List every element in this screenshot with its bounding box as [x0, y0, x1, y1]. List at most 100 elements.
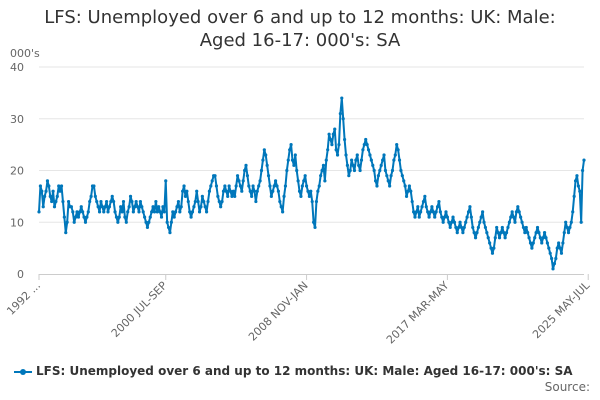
- data-point[interactable]: [100, 205, 104, 209]
- data-point[interactable]: [52, 205, 57, 209]
- data-point[interactable]: [145, 225, 150, 230]
- data-point[interactable]: [37, 210, 41, 214]
- data-point[interactable]: [330, 143, 334, 147]
- data-point[interactable]: [128, 194, 133, 198]
- data-point[interactable]: [248, 189, 252, 193]
- data-point[interactable]: [430, 205, 434, 209]
- data-point[interactable]: [171, 210, 175, 214]
- data-point[interactable]: [328, 137, 333, 142]
- data-point[interactable]: [264, 153, 268, 157]
- data-point[interactable]: [119, 205, 123, 209]
- data-point[interactable]: [224, 189, 228, 193]
- data-point[interactable]: [188, 210, 192, 214]
- data-point[interactable]: [223, 184, 227, 188]
- data-point[interactable]: [327, 132, 331, 136]
- data-point[interactable]: [342, 137, 347, 142]
- data-point[interactable]: [113, 210, 117, 214]
- data-point[interactable]: [565, 225, 569, 230]
- data-point[interactable]: [185, 189, 189, 193]
- data-point[interactable]: [200, 194, 204, 198]
- data-point[interactable]: [400, 174, 404, 178]
- data-point[interactable]: [434, 210, 438, 214]
- data-point[interactable]: [389, 174, 393, 178]
- data-point[interactable]: [137, 210, 141, 214]
- data-point[interactable]: [244, 163, 248, 167]
- data-point[interactable]: [369, 158, 373, 162]
- data-point[interactable]: [528, 241, 533, 245]
- data-point[interactable]: [247, 184, 251, 188]
- data-point[interactable]: [458, 220, 462, 224]
- data-point[interactable]: [150, 210, 154, 214]
- data-point[interactable]: [416, 205, 420, 209]
- data-point[interactable]: [262, 148, 266, 152]
- data-point[interactable]: [447, 220, 451, 224]
- data-point[interactable]: [216, 194, 220, 198]
- data-point[interactable]: [116, 220, 120, 224]
- data-point[interactable]: [378, 168, 382, 173]
- data-point[interactable]: [213, 174, 217, 178]
- data-point[interactable]: [435, 205, 440, 209]
- data-point[interactable]: [375, 184, 379, 188]
- data-point[interactable]: [302, 179, 306, 183]
- data-point[interactable]: [534, 231, 538, 235]
- data-point[interactable]: [227, 184, 231, 188]
- data-point[interactable]: [133, 205, 137, 209]
- data-point[interactable]: [482, 220, 486, 224]
- data-point[interactable]: [476, 225, 480, 230]
- data-point[interactable]: [344, 153, 348, 157]
- data-point[interactable]: [340, 96, 344, 100]
- data-point[interactable]: [450, 220, 454, 224]
- data-point[interactable]: [144, 220, 148, 224]
- data-point[interactable]: [554, 256, 558, 261]
- data-point[interactable]: [448, 225, 452, 230]
- data-point[interactable]: [121, 199, 126, 204]
- data-point[interactable]: [258, 179, 262, 183]
- data-point[interactable]: [317, 184, 321, 188]
- data-point[interactable]: [312, 220, 316, 224]
- data-point[interactable]: [466, 210, 471, 214]
- data-point[interactable]: [379, 163, 383, 167]
- data-point[interactable]: [452, 220, 457, 224]
- data-point[interactable]: [468, 205, 472, 209]
- data-point[interactable]: [471, 225, 475, 230]
- data-point[interactable]: [41, 205, 45, 209]
- data-point[interactable]: [278, 199, 282, 204]
- data-point[interactable]: [78, 210, 82, 214]
- data-point[interactable]: [64, 231, 68, 235]
- data-point[interactable]: [354, 158, 358, 162]
- data-point[interactable]: [533, 236, 537, 240]
- data-point[interactable]: [231, 189, 235, 193]
- data-point[interactable]: [351, 163, 355, 167]
- data-point[interactable]: [509, 215, 513, 219]
- data-point[interactable]: [511, 215, 516, 219]
- data-point[interactable]: [164, 179, 168, 183]
- data-point[interactable]: [431, 210, 435, 214]
- data-point[interactable]: [159, 215, 164, 219]
- data-point[interactable]: [290, 158, 295, 162]
- data-point[interactable]: [65, 220, 69, 224]
- data-point[interactable]: [127, 205, 131, 209]
- data-point[interactable]: [165, 220, 169, 224]
- data-point[interactable]: [473, 236, 478, 240]
- data-point[interactable]: [245, 174, 250, 178]
- data-point[interactable]: [319, 174, 323, 178]
- data-point[interactable]: [373, 179, 378, 183]
- data-point[interactable]: [545, 241, 549, 245]
- data-point[interactable]: [572, 194, 576, 198]
- data-point[interactable]: [209, 184, 213, 188]
- data-point[interactable]: [97, 210, 102, 214]
- data-point[interactable]: [179, 205, 183, 209]
- data-point[interactable]: [85, 215, 89, 219]
- data-point[interactable]: [45, 179, 50, 183]
- data-point[interactable]: [540, 241, 544, 245]
- data-point[interactable]: [285, 168, 289, 173]
- data-point[interactable]: [190, 210, 195, 214]
- data-point[interactable]: [130, 199, 134, 204]
- data-point[interactable]: [241, 179, 245, 183]
- data-point[interactable]: [358, 168, 362, 173]
- data-point[interactable]: [582, 158, 586, 162]
- data-point[interactable]: [57, 184, 61, 188]
- data-point[interactable]: [578, 189, 582, 193]
- data-point[interactable]: [451, 215, 455, 219]
- data-point[interactable]: [526, 231, 530, 235]
